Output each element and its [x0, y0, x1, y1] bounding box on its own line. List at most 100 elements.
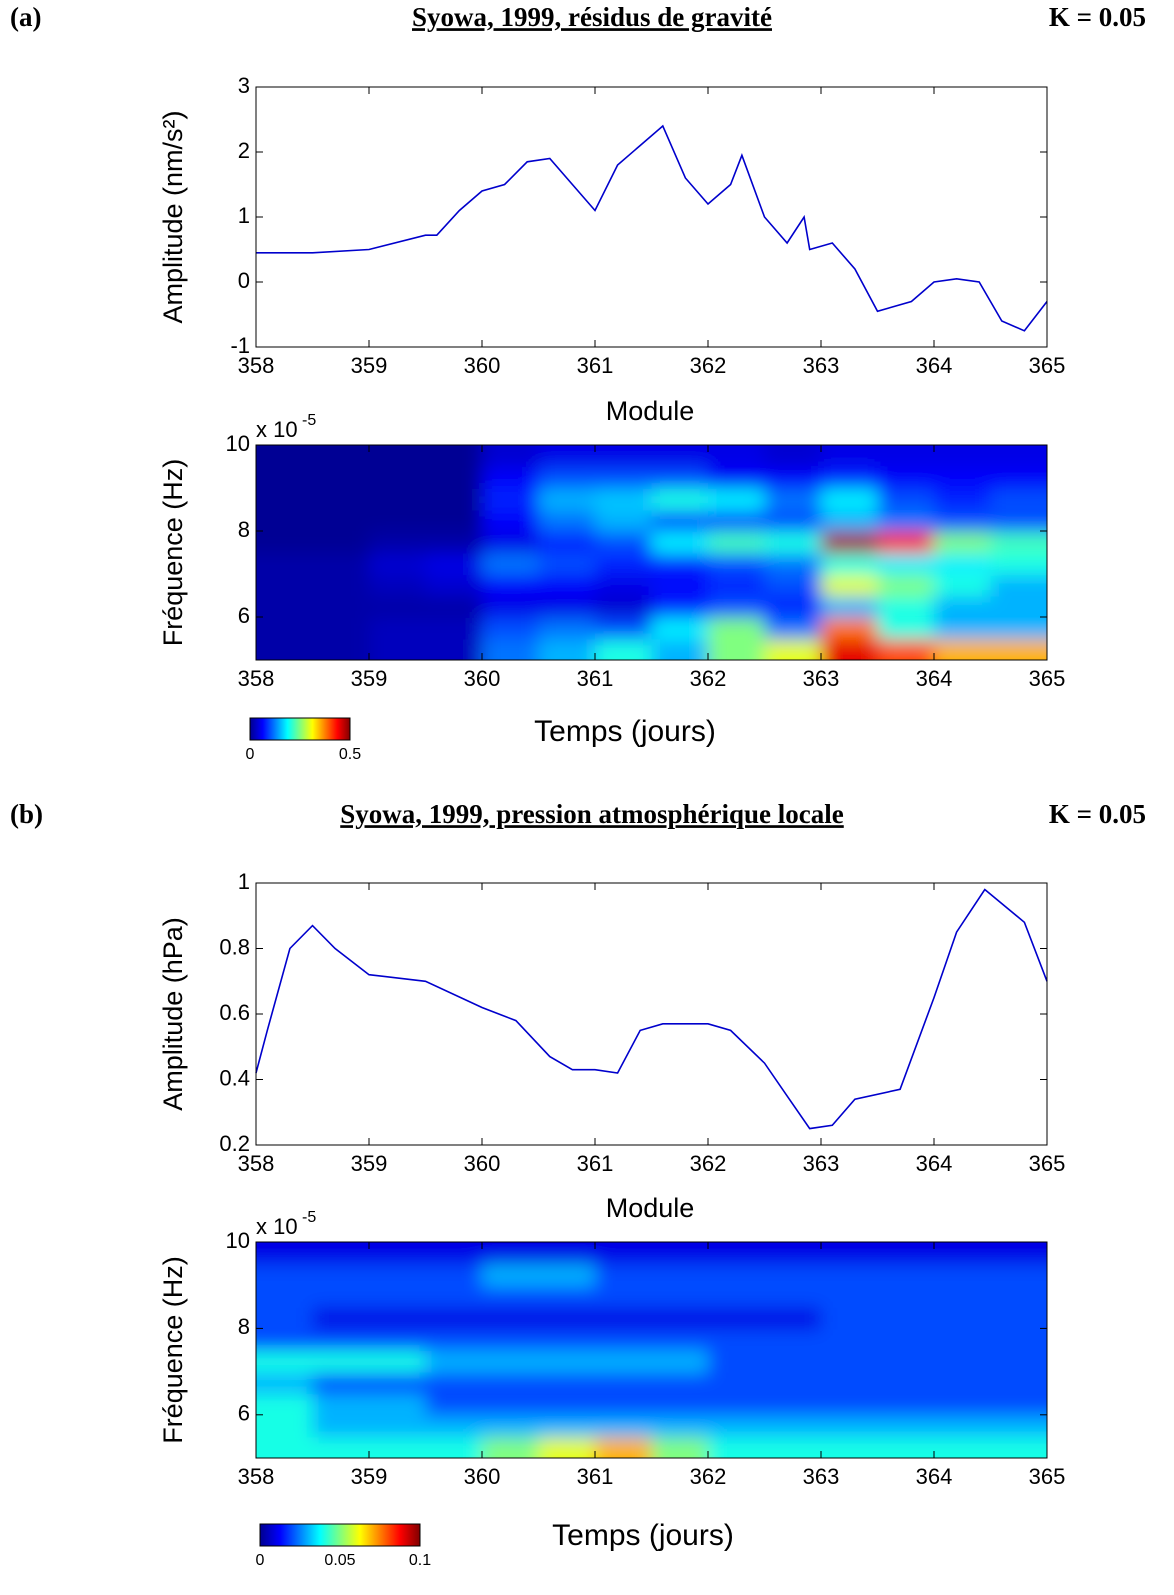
x-tick-label: 362: [690, 1464, 727, 1489]
y-tick-label: 0.6: [219, 1000, 250, 1025]
heatmap-cell: [708, 1306, 766, 1330]
panel-label: (a): [10, 2, 41, 32]
heatmap-cell: [482, 488, 540, 511]
heatmap-cell: [256, 1306, 314, 1330]
heatmap-cell: [877, 617, 935, 640]
heatmap-cells: [256, 1242, 1047, 1458]
heatmap-cells: [256, 445, 1047, 660]
heatmap-cell: [482, 1393, 540, 1416]
y-tick-label: 1: [238, 869, 250, 894]
heatmap-cell: [595, 1242, 653, 1265]
heatmap-cell: [934, 1414, 992, 1438]
y-axis-label: Amplitude (nm/s²): [158, 110, 188, 323]
heatmap-cell: [821, 531, 879, 554]
heatmap-cell: [651, 1414, 709, 1438]
heatmap-cell: [312, 1306, 370, 1330]
x-tick-label: 358: [238, 1151, 275, 1176]
heatmap-cell: [595, 1263, 653, 1287]
heatmap-cell: [425, 1371, 483, 1395]
heatmap-cell: [538, 1436, 596, 1458]
heatmap-cell: [651, 1371, 709, 1395]
heatmap-cell: [369, 1328, 427, 1351]
heatmap-cell: [708, 445, 766, 468]
heatmap-cell: [764, 1371, 822, 1395]
heatmap-cell: [312, 1371, 370, 1395]
heatmap-cell: [595, 466, 653, 489]
colorbar: [259, 1523, 421, 1547]
x-tick-label: 358: [238, 666, 275, 691]
heatmap-cell: [256, 1328, 314, 1351]
y-tick-label: 6: [238, 603, 250, 628]
heatmap-cell: [595, 1285, 653, 1308]
x-tick-label: 364: [916, 666, 953, 691]
x-tick-label: 360: [464, 666, 501, 691]
heatmap-cell: [425, 1285, 483, 1308]
heatmap-cell: [934, 595, 992, 618]
heatmap-cell: [934, 552, 992, 575]
heatmap-cell: [256, 595, 314, 618]
heatmap-cell: [877, 638, 935, 660]
heatmap-cell: [369, 1285, 427, 1308]
heatmap-cell: [538, 488, 596, 511]
heatmap-cell: [764, 445, 822, 468]
heatmap-cell: [651, 445, 709, 468]
heatmap-cell: [538, 1393, 596, 1416]
heatmap-cell: [821, 488, 879, 511]
heatmap-cell: [425, 638, 483, 660]
heatmap-cell: [651, 466, 709, 489]
heatmap-cell: [482, 509, 540, 532]
heatmap-cell: [595, 488, 653, 511]
heatmap-cell: [595, 1436, 653, 1458]
heatmap-cell: [256, 617, 314, 640]
heatmap-cell: [595, 1328, 653, 1351]
heatmap-cell: [877, 552, 935, 575]
heatmap-cell: [990, 509, 1047, 532]
heatmap-cell: [256, 638, 314, 660]
heatmap-cell: [369, 445, 427, 468]
heatmap-cell: [764, 488, 822, 511]
heatmap-cell: [256, 1350, 314, 1373]
heatmap-cell: [595, 1371, 653, 1395]
panel-title: Syowa, 1999, pression atmosphérique loca…: [340, 799, 844, 829]
annotation: K = 0.05: [1049, 799, 1146, 829]
x-tick-label: 361: [577, 666, 614, 691]
heatmap-cell: [369, 509, 427, 532]
heatmap-cell: [990, 466, 1047, 489]
heatmap-cell: [482, 574, 540, 597]
heatmap-cell: [764, 552, 822, 575]
heatmap-cell: [482, 445, 540, 468]
heatmap-cell: [369, 1436, 427, 1458]
heatmap-cell: [538, 595, 596, 618]
heatmap-cell: [990, 1328, 1047, 1351]
heatmap-cell: [369, 617, 427, 640]
heatmap-cell: [256, 1242, 314, 1265]
heatmap-cell: [538, 466, 596, 489]
heatmap-cell: [877, 509, 935, 532]
heatmap-cell: [990, 488, 1047, 511]
plot-frame: [255, 86, 1048, 348]
x-tick-label: 359: [351, 1464, 388, 1489]
annotation: K = 0.05: [1049, 2, 1146, 32]
heatmap-cell: [538, 1263, 596, 1287]
heatmap-cell: [312, 595, 370, 618]
heatmap-cell: [708, 1414, 766, 1438]
heatmap-cell: [538, 1371, 596, 1395]
plot-frame: [255, 1241, 1048, 1459]
x-tick-label: 359: [351, 1151, 388, 1176]
heatmap-cell: [877, 574, 935, 597]
heatmap-cell: [256, 552, 314, 575]
heatmap-cell: [312, 1414, 370, 1438]
heatmap-cell: [538, 1306, 596, 1330]
heatmap-cell: [877, 1436, 935, 1458]
x-tick-label: 364: [916, 353, 953, 378]
y-tick-label: 2: [238, 138, 250, 163]
heatmap-cell: [764, 1436, 822, 1458]
heatmap-cell: [369, 1371, 427, 1395]
heatmap-cell: [312, 638, 370, 660]
x-tick-label: 363: [803, 666, 840, 691]
heatmap-title: Module: [606, 1193, 695, 1223]
heatmap-cell: [651, 488, 709, 511]
heatmap-cell: [764, 1242, 822, 1265]
heatmap-cell: [651, 595, 709, 618]
